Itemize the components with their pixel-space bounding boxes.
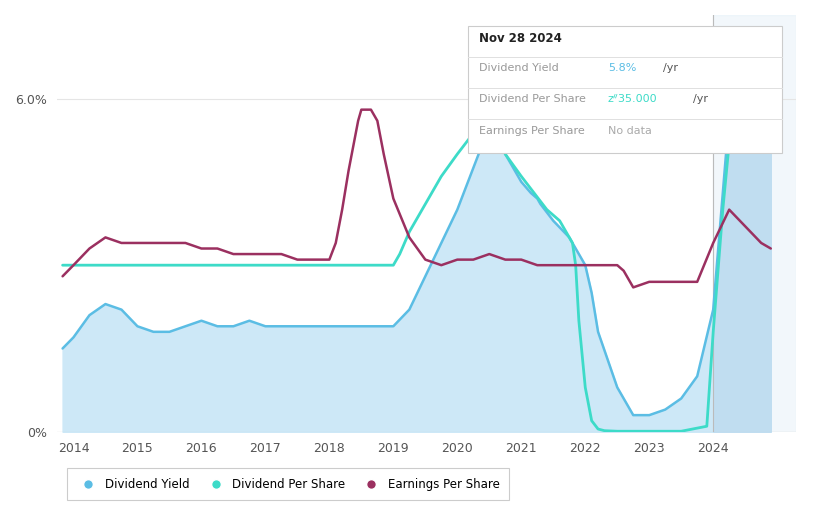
Text: Past: Past bbox=[717, 78, 738, 88]
Text: /yr: /yr bbox=[693, 94, 708, 104]
Text: Dividend Yield: Dividend Yield bbox=[479, 63, 558, 73]
FancyBboxPatch shape bbox=[468, 26, 782, 153]
Text: 5.8%: 5.8% bbox=[608, 63, 636, 73]
Text: Nov 28 2024: Nov 28 2024 bbox=[479, 32, 562, 45]
Text: Dividend Per Share: Dividend Per Share bbox=[479, 94, 585, 104]
Text: No data: No data bbox=[608, 125, 652, 136]
Bar bbox=[713, 15, 796, 432]
Text: /yr: /yr bbox=[663, 63, 678, 73]
Text: Earnings Per Share: Earnings Per Share bbox=[479, 125, 585, 136]
Text: zᐥ35.000: zᐥ35.000 bbox=[608, 94, 658, 104]
Legend: Dividend Yield, Dividend Per Share, Earnings Per Share: Dividend Yield, Dividend Per Share, Earn… bbox=[71, 472, 506, 497]
